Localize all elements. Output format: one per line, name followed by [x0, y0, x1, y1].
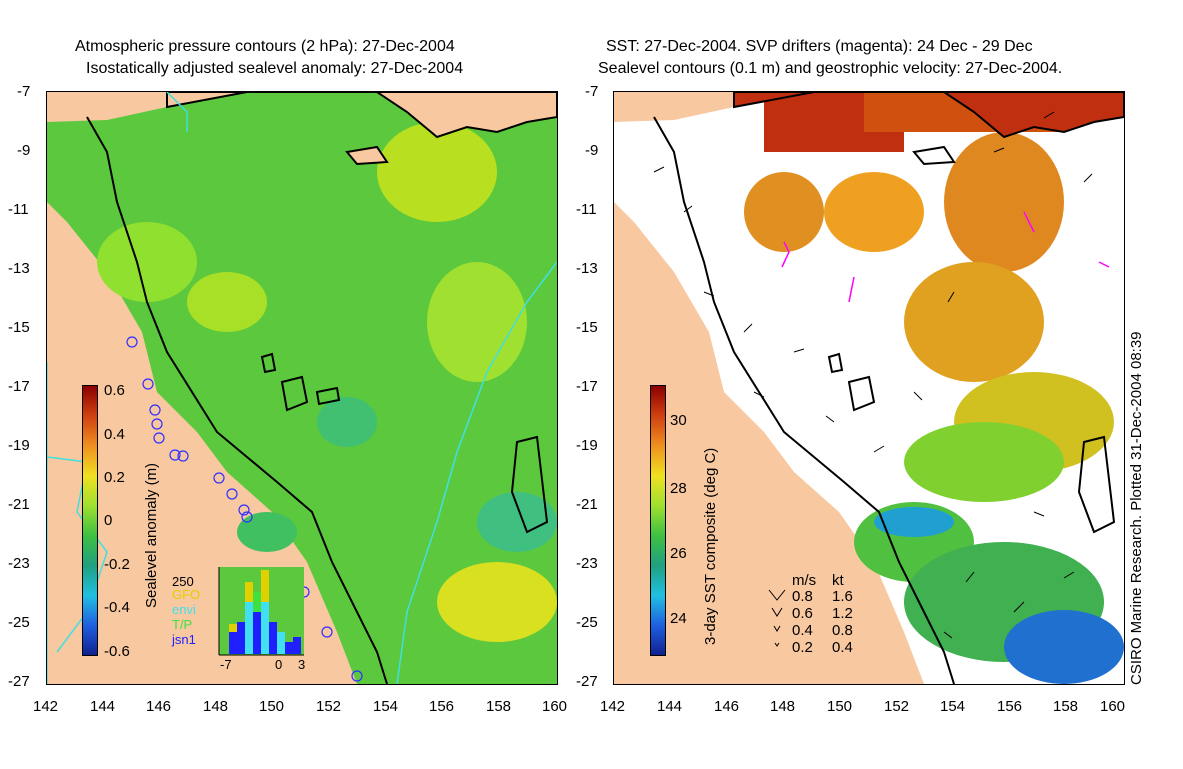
right-xtick-3: 148	[770, 698, 796, 715]
histogram-xtick-2: 3	[298, 657, 306, 672]
left-colorbar-tick-5: -0.4	[104, 599, 130, 616]
left-xtick-6: 154	[373, 698, 399, 715]
right-ytick-0: -7	[585, 83, 599, 100]
left-xtick-9: 160	[542, 698, 568, 715]
right-xtick-0: 142	[600, 698, 626, 715]
left-ytick-9: -25	[8, 614, 30, 631]
histogram-xtick-0: -7	[220, 657, 232, 672]
histogram-inset	[218, 567, 304, 656]
left-map-panel	[46, 91, 558, 685]
right-xtick-9: 160	[1100, 698, 1126, 715]
right-title-line1: SST: 27-Dec-2004. SVP drifters (magenta)…	[606, 38, 1033, 55]
left-ytick-0: -7	[17, 83, 31, 100]
right-ytick-9: -25	[576, 614, 598, 631]
right-xtick-1: 144	[657, 698, 683, 715]
right-ytick-6: -19	[576, 437, 598, 454]
right-ytick-3: -13	[576, 260, 598, 277]
velocity-legend-header-kt: kt	[832, 572, 844, 589]
velocity-legend-kt-2: 0.8	[832, 622, 853, 639]
right-xtick-6: 154	[940, 698, 966, 715]
left-colorbar-tick-2: 0.2	[104, 469, 125, 486]
velocity-legend-kt-0: 1.6	[832, 588, 853, 605]
right-ytick-1: -9	[585, 142, 599, 159]
left-xtick-3: 148	[203, 698, 229, 715]
sst-map	[614, 92, 1124, 684]
left-title-line1: Atmospheric pressure contours (2 hPa): 2…	[75, 38, 455, 55]
left-ytick-6: -19	[8, 437, 30, 454]
left-ytick-3: -13	[8, 260, 30, 277]
right-ytick-8: -23	[576, 555, 598, 572]
right-ytick-5: -17	[576, 378, 598, 395]
plot-credit: CSIRO Marine Research. Plotted 31-Dec-20…	[1128, 331, 1145, 685]
histogram-legend-jsn1: jsn1	[172, 632, 196, 647]
right-xtick-2: 146	[714, 698, 740, 715]
velocity-legend-kt-3: 0.4	[832, 639, 853, 656]
right-xtick-8: 158	[1053, 698, 1079, 715]
left-xtick-2: 146	[146, 698, 172, 715]
velocity-legend-kt-1: 1.2	[832, 605, 853, 622]
velocity-legend-ms-2: 0.4	[792, 622, 813, 639]
histogram-legend-tp: T/P	[172, 617, 193, 632]
left-colorbar-tick-3: 0	[104, 512, 113, 529]
right-ytick-2: -11	[576, 201, 597, 218]
left-xtick-0: 142	[33, 698, 59, 715]
left-xtick-1: 144	[90, 698, 116, 715]
right-xtick-7: 156	[997, 698, 1023, 715]
velocity-legend-ms-3: 0.2	[792, 639, 813, 656]
left-ytick-8: -23	[8, 555, 30, 572]
left-xtick-7: 156	[429, 698, 455, 715]
histogram-legend-envi: envi	[172, 602, 196, 617]
left-colorbar-tick-4: -0.2	[104, 556, 130, 573]
left-colorbar-tick-1: 0.4	[104, 426, 125, 443]
right-xtick-4: 150	[827, 698, 853, 715]
left-ytick-1: -9	[17, 142, 31, 159]
left-ytick-10: -27	[8, 673, 30, 690]
histogram-legend-gfo: GFO	[172, 587, 201, 602]
left-ytick-7: -21	[8, 496, 30, 513]
velocity-legend-arrows	[768, 589, 786, 647]
left-xtick-8: 158	[486, 698, 512, 715]
velocity-legend-header-ms: m/s	[792, 572, 817, 589]
sealevel-anomaly-map	[47, 92, 557, 684]
left-ytick-4: -15	[8, 319, 30, 336]
right-colorbar-tick-1: 28	[670, 480, 687, 497]
left-ytick-5: -17	[8, 378, 30, 395]
right-title-line2: Sealevel contours (0.1 m) and geostrophi…	[598, 60, 1063, 77]
left-xtick-5: 152	[316, 698, 342, 715]
left-ytick-2: -11	[8, 201, 29, 218]
right-colorbar-tick-2: 26	[670, 545, 687, 562]
left-colorbar-label: Sealevel anomaly (m)	[143, 462, 160, 608]
velocity-legend-ms-1: 0.6	[792, 605, 813, 622]
right-colorbar-tick-0: 30	[670, 412, 687, 429]
right-ytick-10: -27	[576, 673, 598, 690]
right-xtick-5: 152	[884, 698, 910, 715]
velocity-legend-ms-0: 0.8	[792, 588, 813, 605]
left-xtick-4: 150	[259, 698, 285, 715]
right-colorbar-tick-3: 24	[670, 610, 687, 627]
right-map-panel	[613, 91, 1125, 685]
right-ytick-4: -15	[576, 319, 598, 336]
right-colorbar-label: 3-day SST composite (deg C)	[702, 447, 719, 645]
left-colorbar	[82, 385, 98, 656]
left-colorbar-tick-6: -0.6	[104, 643, 130, 660]
right-colorbar	[650, 385, 666, 656]
histogram-xtick-1: 0	[275, 657, 283, 672]
left-colorbar-tick-0: 0.6	[104, 382, 125, 399]
histogram-ymax-label: 250	[172, 574, 194, 589]
left-title-line2: Isostatically adjusted sealevel anomaly:…	[86, 60, 464, 77]
right-ytick-7: -21	[576, 496, 598, 513]
